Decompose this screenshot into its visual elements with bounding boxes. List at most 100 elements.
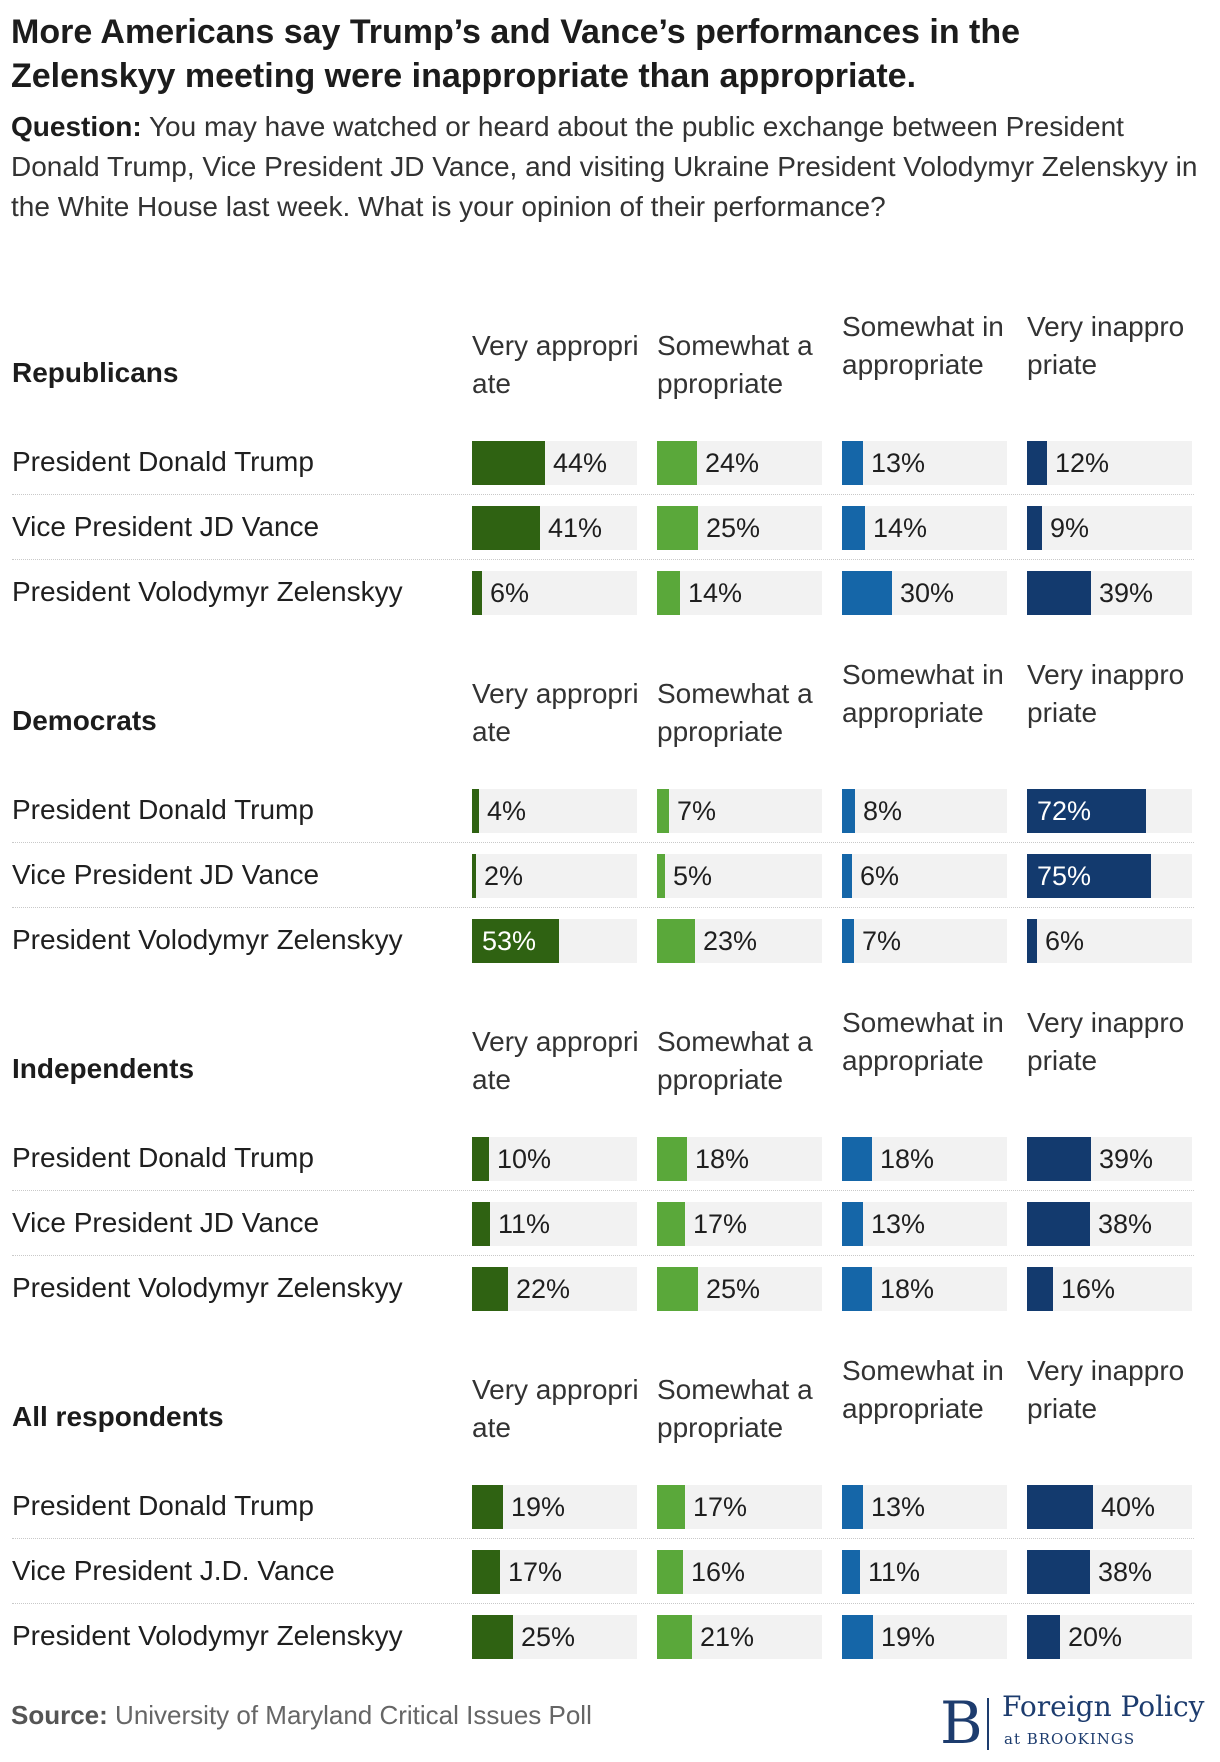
- data-label: 7%: [862, 926, 902, 956]
- row-label: President Donald Trump: [12, 1142, 314, 1173]
- bar-cell: 25%: [657, 506, 822, 550]
- bar: [472, 919, 559, 963]
- data-label: 72%: [1037, 796, 1092, 826]
- data-label: 40%: [1101, 1492, 1156, 1522]
- data-label: 18%: [695, 1144, 750, 1174]
- bar-cell: 25%: [657, 1267, 822, 1311]
- bar-cell: 18%: [842, 1267, 1007, 1311]
- data-label: 19%: [881, 1622, 936, 1652]
- bar-cell: 21%: [657, 1615, 822, 1659]
- row-label: Vice President JD Vance: [12, 511, 320, 542]
- bar: [472, 1485, 503, 1529]
- bar: [842, 1550, 860, 1594]
- question-text: Question: You may have watched or heard …: [11, 107, 1201, 227]
- data-label: 16%: [691, 1557, 746, 1587]
- data-label: 25%: [706, 513, 761, 543]
- group-democrats: Democrats Very appropriate Somewhat approp…: [0, 648, 1220, 978]
- brookings-logo: B Foreign Policy at BROOKINGS: [940, 1690, 1210, 1756]
- bar: [1027, 1267, 1053, 1311]
- bar-cell: 17%: [657, 1485, 822, 1529]
- column-header: Somewhat inappropriate: [842, 659, 1004, 728]
- row-separator: [12, 1255, 1194, 1256]
- bar-cell: 6%: [1027, 919, 1192, 963]
- bar-cell: 17%: [472, 1550, 637, 1594]
- column-header: Somewhat appropriate: [657, 1374, 813, 1443]
- data-label: 39%: [1099, 578, 1154, 608]
- bar-cell: 24%: [657, 441, 822, 485]
- bar-cell: 6%: [472, 571, 637, 615]
- column-header: Very appropriate: [472, 1374, 639, 1443]
- group-label: All respondents: [12, 1401, 224, 1432]
- bar: [842, 1485, 863, 1529]
- data-label: 38%: [1098, 1557, 1153, 1587]
- bar: [472, 1202, 490, 1246]
- logo-name: Foreign Policy: [1002, 1690, 1205, 1723]
- data-label: 13%: [871, 448, 926, 478]
- bar-cell: 16%: [657, 1550, 822, 1594]
- bar: [842, 1615, 873, 1659]
- data-label: 19%: [511, 1492, 566, 1522]
- bar-cell: 20%: [1027, 1615, 1192, 1659]
- bar-cell: 17%: [657, 1202, 822, 1246]
- question-body: You may have watched or heard about the …: [11, 111, 1198, 222]
- group-label: Republicans: [12, 357, 179, 388]
- data-label: 13%: [871, 1492, 926, 1522]
- data-label: 10%: [497, 1144, 552, 1174]
- bar: [472, 854, 476, 898]
- bar: [472, 1550, 500, 1594]
- bar-cell: 8%: [842, 789, 1007, 833]
- row-label: President Volodymyr Zelenskyy: [12, 1620, 403, 1651]
- bar-cell: 22%: [472, 1267, 637, 1311]
- source-note: Source: University of Maryland Critical …: [11, 1700, 592, 1731]
- data-label: 21%: [700, 1622, 755, 1652]
- row-label: President Volodymyr Zelenskyy: [12, 1272, 403, 1303]
- data-label: 17%: [508, 1557, 563, 1587]
- row-label: President Volodymyr Zelenskyy: [12, 924, 403, 955]
- row-label: President Donald Trump: [12, 794, 314, 825]
- bar-cell: 6%: [842, 854, 1007, 898]
- bar: [657, 1485, 685, 1529]
- bar-cell: 10%: [472, 1137, 637, 1181]
- column-header: Somewhat inappropriate: [842, 1355, 1004, 1424]
- bar: [842, 919, 854, 963]
- data-label: 13%: [871, 1209, 926, 1239]
- source-text: University of Maryland Critical Issues P…: [115, 1700, 592, 1730]
- question-label: Question:: [11, 111, 142, 142]
- row-separator: [12, 494, 1194, 495]
- bar: [1027, 571, 1091, 615]
- bar-cell: 53%: [472, 919, 637, 963]
- column-header: Somewhat appropriate: [657, 1026, 813, 1095]
- bar-cell: 39%: [1027, 571, 1192, 615]
- data-label: 25%: [521, 1622, 576, 1652]
- bar: [1027, 441, 1047, 485]
- row-separator: [12, 907, 1194, 908]
- bar: [1027, 1550, 1090, 1594]
- bar: [472, 571, 482, 615]
- row-label: President Donald Trump: [12, 446, 314, 477]
- data-label: 30%: [900, 578, 955, 608]
- data-label: 5%: [673, 861, 713, 891]
- group-all-respondents: All respondents Very appropriate Somewhat …: [0, 1344, 1220, 1674]
- data-label: 9%: [1050, 513, 1090, 543]
- bar: [842, 571, 892, 615]
- bar: [1027, 854, 1151, 898]
- data-label: 6%: [860, 861, 900, 891]
- bar: [842, 441, 863, 485]
- bar-cell: 13%: [842, 441, 1007, 485]
- bar-cell: 2%: [472, 854, 637, 898]
- data-label: 14%: [873, 513, 928, 543]
- bar: [842, 506, 865, 550]
- bar-cell: 39%: [1027, 1137, 1192, 1181]
- bar: [1027, 1485, 1093, 1529]
- bar: [657, 571, 680, 615]
- data-label: 17%: [693, 1209, 748, 1239]
- row-separator: [12, 1190, 1194, 1191]
- bar: [1027, 789, 1146, 833]
- bar: [842, 1202, 863, 1246]
- data-label: 11%: [498, 1209, 551, 1239]
- bar-cell: 11%: [472, 1202, 637, 1246]
- column-header: Very inappropriate: [1027, 1007, 1185, 1076]
- data-label: 22%: [516, 1274, 571, 1304]
- bar-cell: 13%: [842, 1202, 1007, 1246]
- bar-cell: 18%: [842, 1137, 1007, 1181]
